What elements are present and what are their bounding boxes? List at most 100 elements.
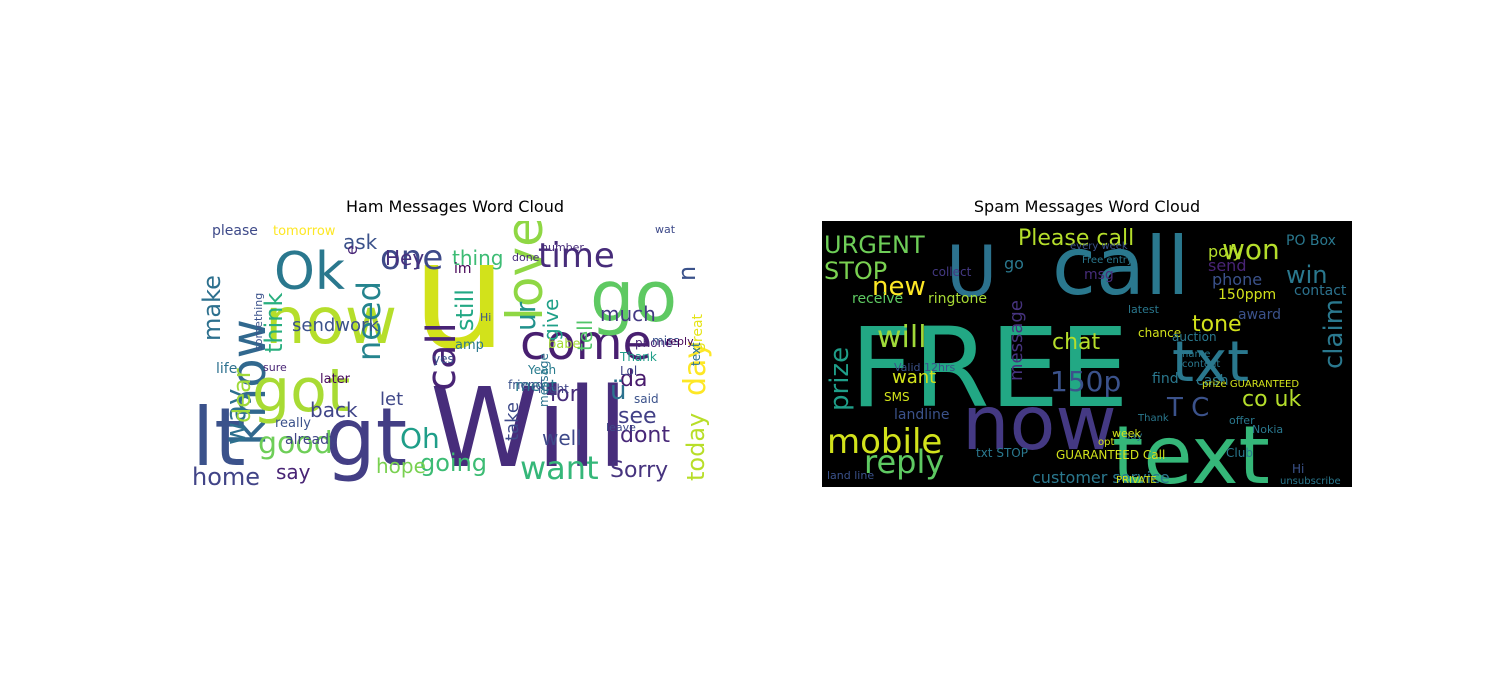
spam-word: T C [1166, 393, 1209, 423]
spam-word: STOP [824, 257, 887, 285]
spam-word: prize [825, 347, 855, 411]
spam-word: mobile [827, 422, 942, 462]
ham-word: much [600, 302, 656, 326]
ham-word: please [212, 223, 258, 239]
spam-word: tone [1192, 312, 1242, 337]
spam-word: cash [1196, 373, 1228, 389]
spam-word: URGENT [824, 231, 925, 259]
ham-word: come [520, 315, 652, 371]
spam-word: landline [894, 407, 950, 423]
ham-word: let [380, 389, 403, 410]
spam-word: Valid 12hrs [894, 361, 955, 374]
ham-word: lor [550, 382, 580, 407]
ham-word: Hey [385, 246, 424, 270]
spam-word: name [1182, 349, 1210, 360]
ham-word: text [689, 342, 703, 366]
ham-word: dear [228, 368, 256, 423]
ham-word: ur [509, 301, 542, 331]
ham-word: time [538, 236, 615, 276]
ham-word: see [618, 404, 657, 429]
ham-word: take [502, 402, 523, 441]
ham-word: wat [655, 223, 676, 236]
spam-word: collect [932, 265, 972, 279]
spam-word: 150ppm [1218, 287, 1276, 303]
spam-word: poly [1208, 242, 1242, 261]
spam-word: Hi [1292, 462, 1304, 476]
spam-word: day [1124, 431, 1142, 442]
ham-word: message [537, 353, 551, 407]
ham-word: tell [573, 320, 597, 351]
spam-word: latest [1128, 303, 1160, 316]
ham-word: tomorrow [273, 224, 336, 239]
ham-word: later [320, 372, 351, 387]
spam-word: PO Box [1286, 233, 1336, 249]
ham-word: sendwork [292, 315, 379, 336]
spam-word: week [1112, 427, 1142, 440]
spam-word: will [877, 320, 927, 355]
spam-word: prize GUARANTEED [1202, 379, 1299, 390]
ham-word: Will [430, 364, 628, 487]
ham-word: know [221, 319, 277, 446]
ham-word: great [690, 313, 706, 351]
ham-word: sure [263, 361, 287, 374]
ham-cloud-background [190, 221, 720, 487]
ham-word: reply [666, 335, 694, 348]
spam-cloud-background [822, 221, 1352, 487]
spam-word: customer service [1032, 468, 1170, 487]
ham-word: yes [433, 352, 454, 366]
ham-word: thing [452, 246, 503, 270]
ham-word: Thank [619, 350, 657, 364]
ham-word: way [219, 388, 252, 445]
spam-word: unsubscribe [1280, 476, 1341, 487]
ham-word: lt [192, 391, 246, 484]
ham-word: miss [652, 334, 680, 348]
spam-word: send [1208, 256, 1246, 275]
ham-word: babe [548, 337, 580, 352]
ham-word: still [451, 289, 479, 331]
spam-word: text [1112, 409, 1270, 487]
ham-word: Ok [274, 242, 345, 302]
ham-word: gt [325, 391, 407, 484]
ham-word: day [678, 341, 713, 396]
spam-word: Club [1226, 446, 1253, 460]
ham-word: leave [606, 421, 636, 434]
ham-word: e [342, 245, 361, 255]
ham-word: really [275, 416, 311, 431]
spam-word: call [1052, 221, 1189, 313]
ham-word: number [541, 241, 584, 254]
spam-chart-title: Spam Messages Word Cloud [973, 197, 1201, 216]
ham-word: today [682, 413, 710, 481]
ham-word: got [252, 356, 350, 426]
ham-word: dont [620, 423, 670, 448]
spam-word: phone [1212, 270, 1262, 289]
ham-word: one [380, 238, 443, 278]
spam-word: Free entry [1082, 255, 1133, 266]
ham-word: think [260, 293, 288, 354]
ham-word: Yeah [527, 363, 556, 377]
ham-word: im [454, 261, 472, 277]
spam-word: want [892, 367, 936, 388]
spam-word: message [1006, 300, 1027, 381]
ham-word: Lol [620, 364, 637, 378]
spam-word: auction [1172, 330, 1217, 344]
spam-word: reply [864, 443, 944, 481]
ham-word: done [512, 251, 540, 264]
spam-word: claim [1319, 299, 1349, 369]
spam-word: go [1004, 254, 1024, 273]
spam-word: land line [827, 469, 874, 482]
ham-word: Oh [400, 422, 440, 455]
ham-word: call [419, 322, 465, 391]
spam-word: now [962, 379, 1117, 467]
ham-word: want [520, 449, 599, 487]
ham-word: say [276, 460, 311, 484]
spam-word: receive [852, 291, 903, 307]
spam-word: new [872, 272, 926, 302]
ham-word: good [258, 426, 333, 461]
spam-word: txt [1172, 330, 1249, 395]
ham-word: need [350, 281, 388, 361]
spam-word: find [1152, 371, 1179, 387]
ham-word: now [265, 285, 397, 359]
spam-word: U [946, 231, 997, 313]
